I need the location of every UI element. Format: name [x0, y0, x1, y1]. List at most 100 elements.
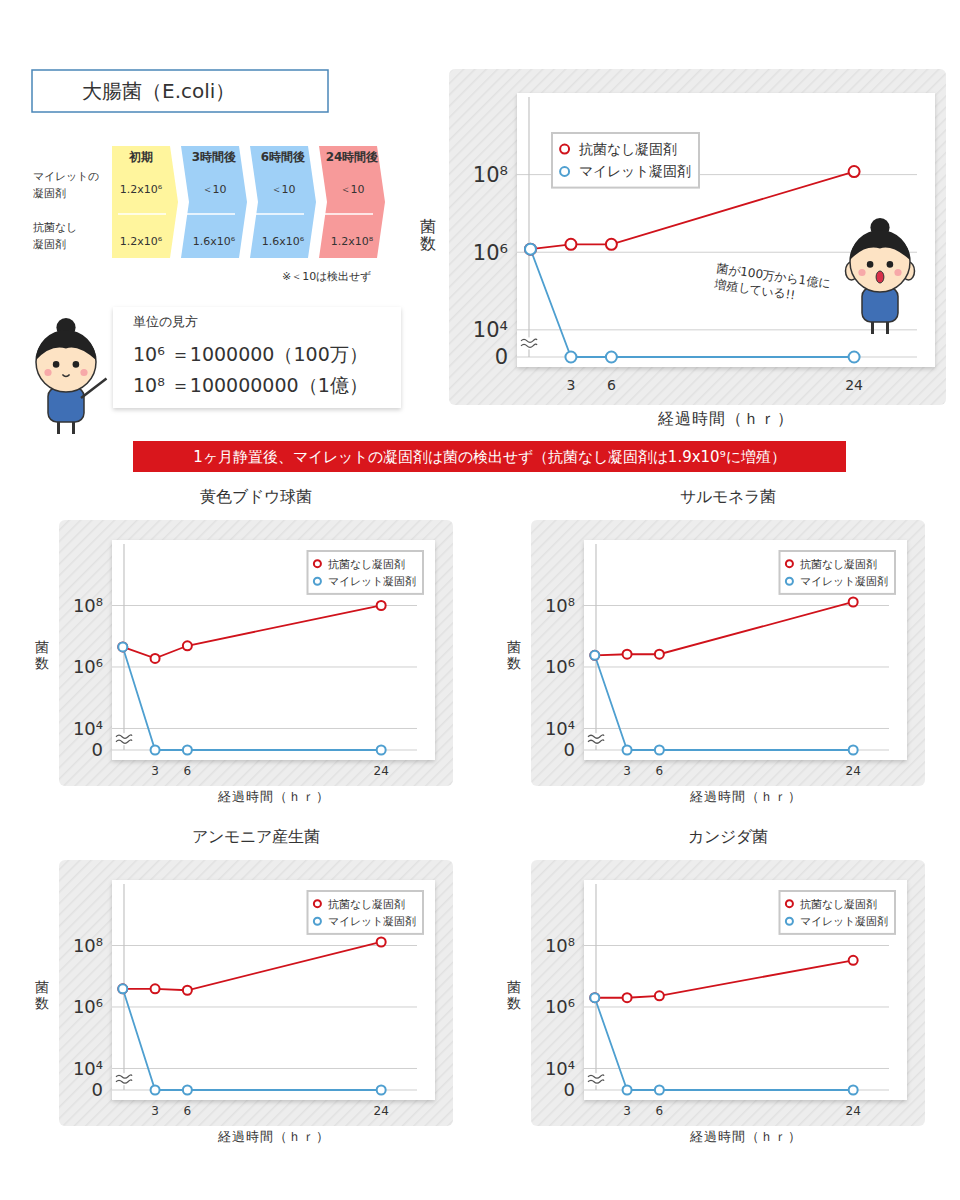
y-tick-label: 10⁴: [473, 318, 508, 342]
data-point: [525, 244, 536, 255]
banner-text: 1ヶ月静置後、マイレットの凝固剤は菌の検出せず（抗菌なし凝固剤は1.9x10⁹に…: [193, 448, 785, 466]
grid-line: [112, 1068, 417, 1069]
x-tick-label: 3: [623, 764, 631, 778]
data-layer: [590, 956, 857, 1095]
table-column-head: 6時間後: [261, 150, 305, 164]
chart-title: カンジダ菌: [688, 827, 768, 846]
axis-break-bg: [115, 733, 133, 745]
table-cell: 1.2x10⁸: [331, 235, 374, 248]
legend-box: [308, 551, 424, 594]
legend: 抗菌なし凝固剤マイレット凝固剤: [780, 891, 896, 934]
data-point: [590, 651, 599, 660]
annotation: 菌が100万から1億に増殖している!!: [712, 261, 831, 307]
mascot-leg: [57, 422, 60, 434]
data-point: [849, 1086, 858, 1095]
axis-break: [521, 344, 537, 347]
chart-panel: [449, 69, 946, 405]
table-cell: ＜10: [340, 183, 365, 196]
x-tick-label: 3: [151, 764, 159, 778]
table-column-box: [250, 146, 316, 258]
y-tick-label: 10⁶: [545, 996, 575, 1017]
legend-label: マイレット凝固剤: [579, 163, 691, 179]
legend-label: 抗菌なし凝固剤: [800, 898, 877, 911]
x-tick-label: 24: [846, 764, 861, 778]
mascot-leg: [871, 322, 874, 334]
grid-line: [584, 728, 889, 729]
y-axis-title-char: 数: [35, 655, 49, 671]
grid-line: [584, 945, 889, 946]
y-tick-label: 10⁶: [473, 241, 508, 265]
data-point: [565, 352, 576, 363]
data-point: [377, 746, 386, 755]
banner-box: [133, 441, 846, 472]
mascot-eye: [73, 361, 80, 368]
x-tick-label: 6: [656, 1104, 664, 1118]
data-point: [118, 642, 127, 651]
mascot-eye: [867, 261, 874, 268]
x-tick-label: 3: [623, 1104, 631, 1118]
axis-break: [116, 1080, 132, 1083]
legend-label: 抗菌なし凝固剤: [328, 898, 405, 911]
grid-line: [584, 1068, 889, 1069]
chart-title: 黄色ブドウ球菌: [200, 487, 312, 506]
data-layer: [118, 601, 385, 755]
y-tick-label: 0: [564, 1079, 575, 1100]
x-tick-label: 6: [656, 764, 664, 778]
x-tick-label: 24: [374, 1104, 389, 1118]
legend-label: 抗菌なし凝固剤: [328, 558, 405, 571]
table-cell: 1.2x10⁶: [120, 183, 163, 196]
y-tick-label: 0: [92, 739, 103, 760]
legend-swatch: [786, 578, 793, 585]
y-tick-label: 10⁸: [545, 935, 575, 956]
data-point: [655, 1086, 664, 1095]
chart-panel: [59, 520, 453, 786]
y-axis-line: [595, 544, 596, 750]
x-tick-label: 24: [846, 1104, 861, 1118]
chart-title: アンモニア産生菌: [192, 827, 320, 846]
data-layer: [590, 597, 857, 754]
legend-swatch: [314, 900, 321, 907]
data-point: [849, 352, 860, 363]
y-tick-label: 10⁴: [545, 718, 575, 739]
title-box: [32, 70, 328, 112]
legend-swatch: [786, 560, 793, 567]
data-point: [606, 239, 617, 250]
chart-panel: [531, 520, 925, 786]
axis-break: [116, 740, 132, 743]
table-row-label: 凝固剤: [33, 238, 66, 251]
axis-break-bg: [587, 1073, 605, 1085]
mascot-hair: [850, 230, 910, 260]
grid-line: [112, 605, 417, 606]
series-line: [123, 942, 381, 990]
legend-swatch: [786, 900, 793, 907]
y-axis-title-char: 菌: [35, 639, 49, 655]
legend-box: [552, 133, 699, 188]
chart: 010⁴10⁶10⁸3624経過時間（ｈｒ）菌数黄色ブドウ球菌抗菌なし凝固剤マイ…: [35, 487, 453, 804]
plot-card: [584, 540, 907, 760]
y-axis-title-char: 菌: [420, 217, 436, 236]
table-row-label: 抗菌なし: [33, 221, 77, 234]
mascot-hair: [36, 330, 96, 360]
axis-break-bg: [520, 337, 538, 349]
data-point: [183, 641, 192, 650]
y-tick-label: 10⁶: [73, 996, 103, 1017]
mascot-cheek: [858, 269, 865, 276]
data-point: [118, 984, 127, 993]
chart-panel: [531, 860, 925, 1126]
table-note: ※＜10は検出せず: [282, 270, 371, 283]
table-column-head: 初期: [128, 150, 153, 164]
mascot-eye: [887, 261, 894, 268]
y-axis-title-char: 菌: [35, 979, 49, 995]
legend-box: [780, 551, 896, 594]
axis-break: [588, 735, 604, 738]
x-tick-label: 6: [184, 1104, 192, 1118]
x-axis-title: 経過時間（ｈｒ）: [689, 789, 802, 804]
y-tick-label: 10⁴: [73, 718, 103, 739]
y-tick-label: 0: [564, 739, 575, 760]
legend-label: マイレット凝固剤: [328, 575, 416, 588]
data-layer: [525, 166, 860, 362]
data-point: [151, 654, 160, 663]
chart-panel: [59, 860, 453, 1126]
x-tick-label: 6: [184, 764, 192, 778]
page: 大腸菌（E.coli）初期1.2x10⁶1.2x10⁶3時間後＜101.6x10…: [0, 0, 960, 1200]
